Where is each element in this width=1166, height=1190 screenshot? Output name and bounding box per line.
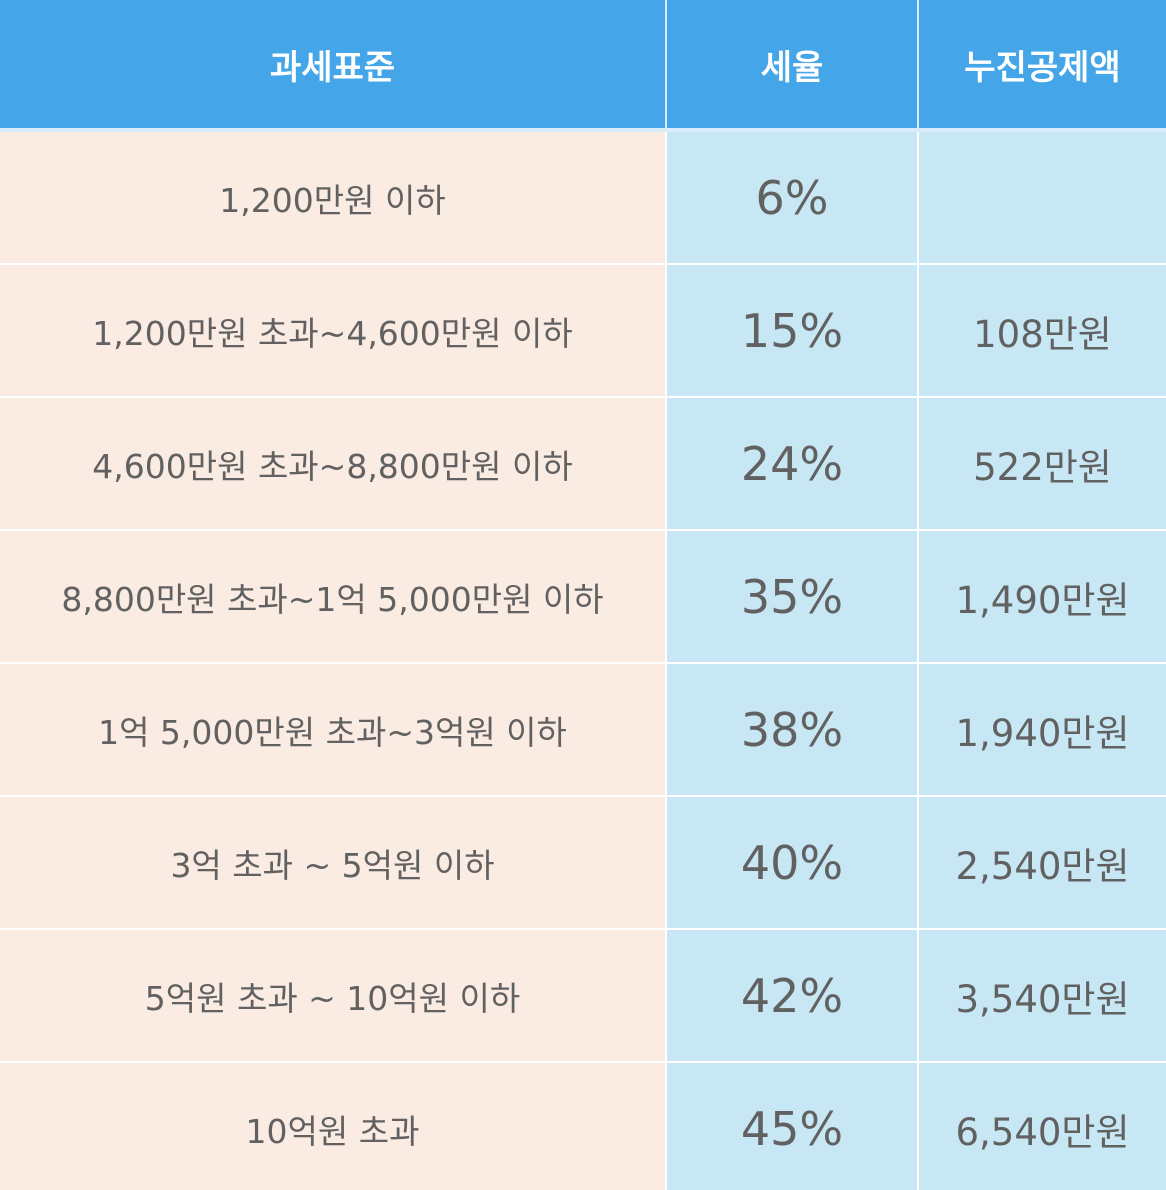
table-row: 4,600만원 초과~8,800만원 이하 24% 522만원 [0, 397, 1166, 531]
tax-base-cell: 3억 초과 ~ 5억원 이하 [0, 796, 667, 930]
tax-rate-cell: 45% [666, 1062, 919, 1190]
deduction-cell: 1,940만원 [918, 663, 1166, 797]
table-row: 1억 5,000만원 초과~3억원 이하 38% 1,940만원 [0, 663, 1166, 797]
tax-rate-cell: 42% [666, 929, 919, 1063]
header-progressive-deduction: 누진공제액 [918, 0, 1166, 132]
deduction-cell [918, 130, 1166, 265]
table-row: 1,200만원 초과~4,600만원 이하 15% 108만원 [0, 264, 1166, 398]
tax-rate-cell: 40% [666, 796, 919, 930]
deduction-cell: 1,490만원 [918, 530, 1166, 664]
deduction-cell: 108만원 [918, 264, 1166, 398]
deduction-cell: 3,540만원 [918, 929, 1166, 1063]
tax-base-cell: 1억 5,000만원 초과~3억원 이하 [0, 663, 667, 797]
deduction-cell: 2,540만원 [918, 796, 1166, 930]
tax-base-cell: 5억원 초과 ~ 10억원 이하 [0, 929, 667, 1063]
tax-rate-cell: 35% [666, 530, 919, 664]
tax-rate-cell: 15% [666, 264, 919, 398]
tax-base-cell: 8,800만원 초과~1억 5,000만원 이하 [0, 530, 667, 664]
deduction-cell: 6,540만원 [918, 1062, 1166, 1190]
table-row: 1,200만원 이하 6% [0, 130, 1166, 265]
tax-rate-cell: 6% [666, 130, 919, 265]
tax-base-cell: 10억원 초과 [0, 1062, 667, 1190]
tax-base-cell: 1,200만원 초과~4,600만원 이하 [0, 264, 667, 398]
table-row: 10억원 초과 45% 6,540만원 [0, 1062, 1166, 1190]
deduction-cell: 522만원 [918, 397, 1166, 531]
table-body: 1,200만원 이하 6% 1,200만원 초과~4,600만원 이하 15% … [0, 130, 1166, 1190]
table-row: 5억원 초과 ~ 10억원 이하 42% 3,540만원 [0, 929, 1166, 1063]
header-tax-base: 과세표준 [0, 0, 667, 132]
header-row: 과세표준 세율 누진공제액 [0, 0, 1166, 132]
tax-base-cell: 1,200만원 이하 [0, 130, 667, 265]
table-row: 8,800만원 초과~1억 5,000만원 이하 35% 1,490만원 [0, 530, 1166, 664]
header-tax-rate: 세율 [666, 0, 919, 132]
table-header: 과세표준 세율 누진공제액 [0, 0, 1166, 132]
table-row: 3억 초과 ~ 5억원 이하 40% 2,540만원 [0, 796, 1166, 930]
tax-base-cell: 4,600만원 초과~8,800만원 이하 [0, 397, 667, 531]
tax-rate-cell: 38% [666, 663, 919, 797]
tax-rate-cell: 24% [666, 397, 919, 531]
